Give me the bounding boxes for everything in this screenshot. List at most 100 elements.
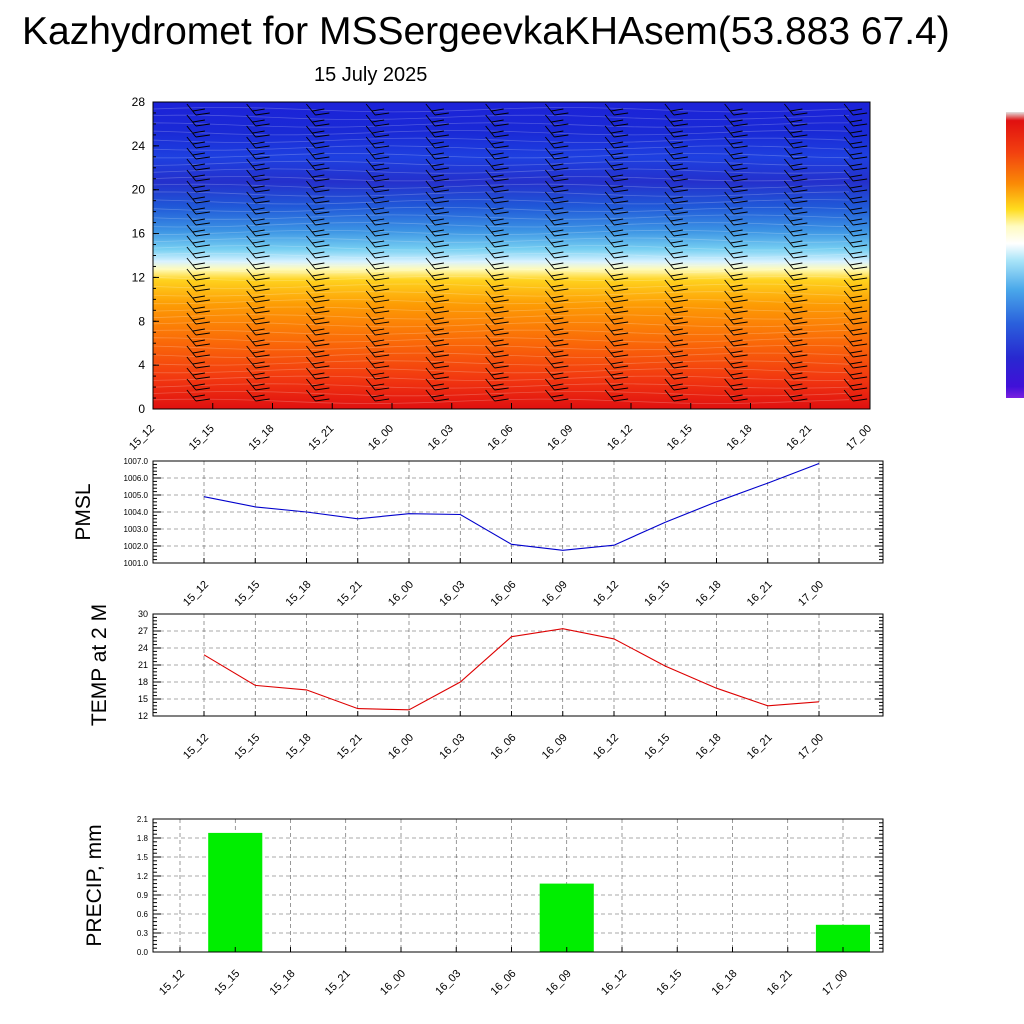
wind-barb	[365, 323, 390, 336]
wind-barb-shaft	[246, 213, 256, 226]
wind-barb-flag	[494, 233, 509, 237]
wind-barb-flag	[431, 394, 444, 398]
wind-barb-flag	[614, 365, 629, 369]
wind-barb-flag	[730, 273, 743, 277]
cross-section-y-tick-label: 16	[132, 227, 146, 241]
wind-barb-flag	[733, 244, 748, 248]
wind-barb-flag	[733, 343, 748, 347]
wind-barb	[843, 114, 868, 127]
wind-barb-flag	[554, 387, 569, 391]
wind-barb-flag	[673, 332, 688, 336]
temp-x-tick-label: 16_03	[437, 732, 467, 762]
wind-barb	[485, 180, 509, 193]
wind-barb-shaft	[365, 345, 376, 358]
wind-barb-flag	[551, 229, 564, 233]
wind-barb	[604, 202, 629, 215]
wind-barb-shaft	[724, 334, 734, 347]
wind-barb-shaft	[604, 147, 615, 160]
wind-barb-shaft	[246, 103, 256, 116]
wind-barb-shaft	[545, 180, 555, 193]
wind-barb-flag	[494, 123, 509, 127]
wind-barb-shaft	[784, 246, 794, 259]
pmsl-x-tick-label: 16_12	[591, 579, 621, 609]
wind-barb-shaft	[485, 378, 495, 391]
wind-barb-shaft	[246, 279, 256, 292]
wind-barb-flag	[315, 376, 330, 380]
wind-barb	[246, 312, 270, 325]
wind-barb-flag	[491, 262, 504, 266]
wind-barb	[724, 202, 748, 215]
wind-barb-flag	[434, 123, 449, 127]
wind-barb-flag	[491, 251, 504, 255]
wind-barb	[604, 246, 629, 259]
wind-barb	[545, 235, 569, 248]
wind-barb-flag	[793, 123, 808, 127]
wind-barb-flag	[375, 343, 390, 347]
wind-barb-shaft	[784, 345, 794, 358]
wind-barb-flag	[434, 310, 449, 314]
wind-barb-flag	[315, 123, 330, 127]
wind-barb	[306, 257, 330, 270]
wind-barb-flag	[850, 141, 863, 145]
wind-barb	[664, 114, 688, 127]
wind-barb-flag	[673, 321, 688, 325]
wind-barb-flag	[614, 134, 629, 138]
wind-barb	[604, 191, 629, 204]
wind-barb-shaft	[306, 367, 316, 380]
wind-barb	[246, 334, 270, 347]
pmsl-y-tick-label: 1003.0	[124, 525, 149, 534]
wind-barb	[724, 147, 748, 160]
wind-barb-shaft	[843, 378, 854, 391]
wind-barb-shaft	[485, 268, 495, 281]
wind-barb	[365, 213, 390, 226]
wind-barb-flag	[554, 134, 569, 138]
wind-barb-flag	[192, 163, 205, 167]
wind-barb	[724, 169, 748, 182]
wind-barb	[843, 312, 868, 325]
wind-barb-flag	[252, 130, 265, 134]
wind-barb	[664, 345, 688, 358]
wind-barb-flag	[790, 163, 803, 167]
wind-barb-flag	[853, 365, 868, 369]
wind-barb-flag	[491, 361, 504, 365]
wind-barb	[604, 158, 629, 171]
wind-barb-shaft	[306, 268, 316, 281]
temp-x-tick-label: 16_09	[540, 732, 570, 762]
wind-barb-shaft	[425, 268, 436, 281]
wind-barb-flag	[554, 310, 569, 314]
wind-barb	[365, 301, 390, 314]
wind-barb-shaft	[545, 213, 555, 226]
wind-barb-flag	[551, 306, 564, 310]
wind-barb	[545, 290, 569, 303]
wind-barb-flag	[195, 354, 210, 358]
wind-barb-shaft	[664, 169, 675, 182]
wind-barb-flag	[494, 211, 509, 215]
wind-barb-flag	[790, 174, 803, 178]
wind-barb-shaft	[604, 301, 615, 314]
wind-barb-flag	[554, 288, 569, 292]
wind-barb-flag	[372, 350, 385, 354]
wind-barb	[425, 323, 449, 336]
wind-barb	[306, 202, 330, 215]
wind-barb-flag	[494, 310, 509, 314]
wind-barb-flag	[850, 119, 863, 123]
wind-barb-flag	[790, 350, 803, 354]
temp-y-tick-label: 24	[138, 643, 148, 653]
wind-barb-shaft	[306, 378, 316, 391]
wind-barb-flag	[372, 295, 385, 299]
wind-barb-flag	[372, 306, 385, 310]
wind-barb-shaft	[843, 224, 854, 237]
cross-section-x-tick-label: 16_03	[426, 423, 456, 453]
pmsl-y-axis-label: PMSL	[72, 483, 95, 540]
wind-barb	[365, 334, 390, 347]
wind-barb-shaft	[843, 180, 854, 193]
temp-x-tick-label: 16_21	[745, 732, 775, 762]
wind-barb-flag	[853, 123, 868, 127]
wind-barb-flag	[315, 156, 330, 160]
wind-barb-flag	[315, 222, 330, 226]
wind-barb-shaft	[664, 103, 675, 116]
wind-barb-flag	[491, 284, 504, 288]
precip-y-tick-label: 0.0	[137, 948, 149, 957]
wind-barb-flag	[375, 365, 390, 369]
wind-barb	[485, 202, 509, 215]
